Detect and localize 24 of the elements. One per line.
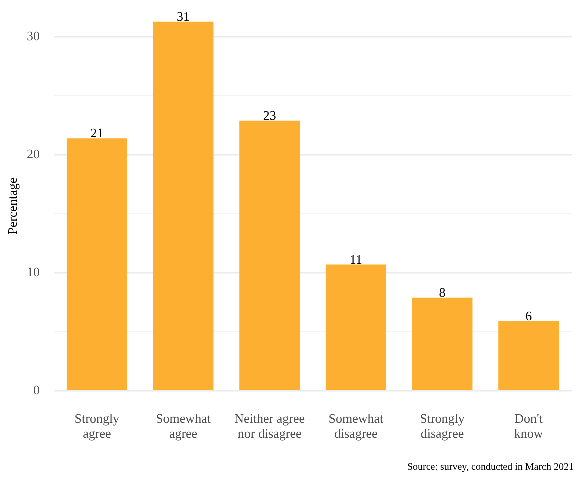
bar xyxy=(326,264,386,390)
x-tick-label: Don't know xyxy=(514,410,544,441)
x-tick-label: Strongly agree xyxy=(74,410,120,441)
y-tick-label: 20 xyxy=(27,146,40,162)
bar xyxy=(498,321,560,390)
data-label: 8 xyxy=(439,284,446,300)
data-label: 6 xyxy=(526,308,533,324)
x-tick-label: Somewhat agree xyxy=(156,410,212,441)
bar xyxy=(412,298,473,390)
x-tick-label: Strongly disagree xyxy=(420,410,466,441)
bar xyxy=(66,138,128,390)
y-tick-label: 10 xyxy=(27,264,40,280)
y-tick-label: 0 xyxy=(34,382,40,398)
bar xyxy=(240,120,300,390)
x-tick-label: Somewhat disagree xyxy=(328,410,384,441)
data-label: 11 xyxy=(350,252,362,267)
x-tick-label: Neither agree nor disagree xyxy=(234,410,306,441)
y-axis-title: Percentage xyxy=(5,178,20,235)
data-label: 23 xyxy=(263,108,276,123)
source-note: Source: survey, conducted in March 2021 xyxy=(407,462,574,473)
bar xyxy=(153,22,214,390)
data-label: 21 xyxy=(90,126,104,141)
y-tick-label: 30 xyxy=(27,28,40,44)
data-label: 31 xyxy=(177,8,190,24)
